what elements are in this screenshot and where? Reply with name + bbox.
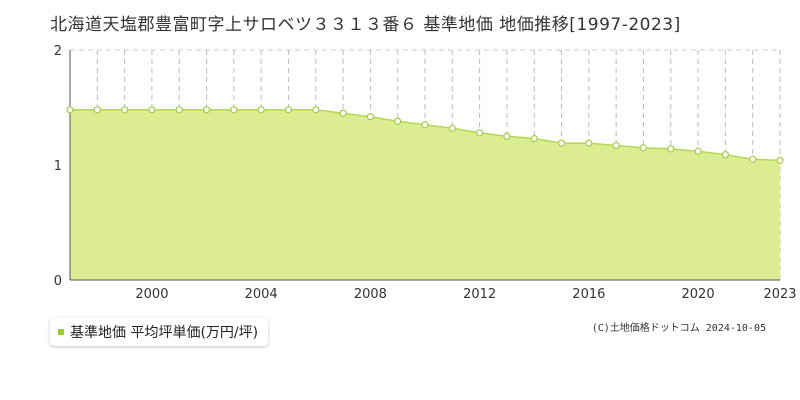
data-point: [93, 106, 101, 114]
data-point: [284, 106, 293, 114]
legend-label: 基準地価 平均坪単価(万円/坪): [70, 325, 259, 341]
data-point: [448, 124, 456, 132]
chart-title: 北海道天塩郡豊富町字上サロベツ３３１３番６ 基準地価 地価推移[1997-202…: [50, 15, 681, 35]
data-point: [230, 106, 238, 114]
x-tick-label: 2012: [463, 287, 496, 302]
y-tick-label: 2: [54, 44, 62, 59]
marker-layer: [66, 106, 784, 164]
area-layer: [70, 109, 781, 280]
data-point: [503, 132, 511, 140]
data-point: [121, 106, 129, 114]
y-tick-label: 1: [54, 159, 62, 174]
data-point: [585, 139, 593, 147]
credit-text: (C)土地価格ドットコム 2024-10-05: [591, 323, 766, 334]
data-point: [148, 106, 156, 114]
x-tick-label: 2020: [682, 287, 715, 302]
x-tick-label: 2008: [354, 287, 387, 302]
data-point: [66, 106, 74, 114]
data-point: [202, 106, 211, 114]
data-point: [639, 144, 648, 152]
data-point: [394, 117, 402, 125]
label-layer: 0 1 2 2000 2004 2008 2012 2016 2020 2023: [54, 44, 797, 302]
data-point: [312, 106, 320, 114]
data-point: [667, 145, 675, 153]
y-tick-label: 0: [54, 274, 62, 289]
data-point: [530, 134, 538, 143]
legend-marker: [58, 329, 64, 335]
data-point: [612, 141, 620, 150]
area-fill: [70, 109, 780, 280]
x-tick-label: 2004: [245, 287, 278, 302]
data-point: [557, 139, 566, 147]
data-point: [721, 151, 729, 159]
data-point: [339, 109, 347, 117]
legend: 基準地価 平均坪単価(万円/坪): [50, 318, 269, 346]
x-tick-label: 2000: [135, 287, 168, 302]
x-tick-label: 2016: [572, 287, 605, 302]
data-point: [694, 147, 702, 155]
data-point: [366, 113, 374, 121]
data-point: [421, 121, 429, 129]
data-point: [776, 156, 784, 164]
x-tick-label: 2023: [763, 287, 796, 302]
data-point: [749, 155, 757, 163]
axis-layer: [69, 50, 780, 281]
data-point: [175, 106, 183, 114]
data-point: [476, 129, 484, 137]
data-point: [257, 106, 265, 114]
